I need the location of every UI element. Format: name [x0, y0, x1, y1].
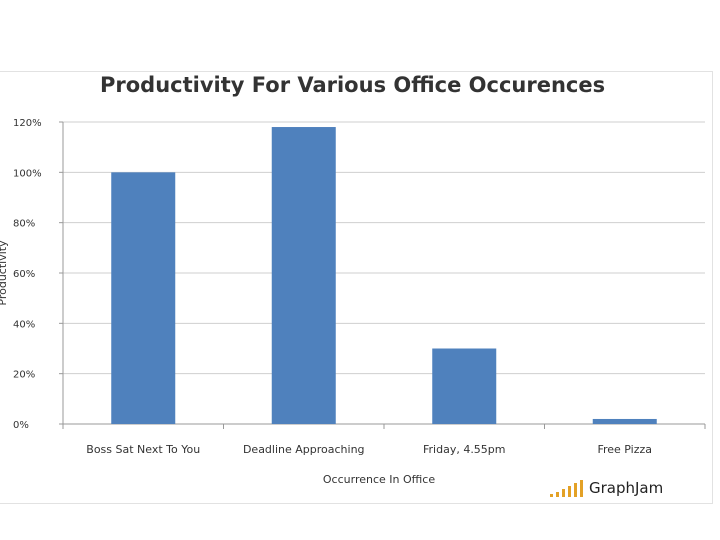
y-tick-label: 80% [13, 219, 35, 230]
x-category-label: Free Pizza [597, 443, 652, 456]
brand-text: GraphJam [589, 479, 664, 497]
bar [111, 172, 176, 424]
x-axis-title: Occurrence In Office [323, 473, 435, 486]
graphjam-brand: GraphJam [550, 475, 663, 497]
y-tick-label: 120% [13, 118, 42, 129]
bar [271, 127, 336, 425]
x-category-label: Friday, 4.55pm [423, 443, 506, 456]
y-tick-label: 40% [13, 319, 35, 330]
bar [592, 418, 657, 424]
y-tick-label: 100% [13, 168, 42, 179]
bar [432, 348, 497, 424]
y-tick-label: 0% [13, 420, 29, 431]
x-category-label: Deadline Approaching [243, 443, 365, 456]
labels: 0% 20% 40% 60% 80% 100% 120% Boss Sat Next To Y… [0, 118, 652, 486]
bars [111, 127, 657, 425]
graphjam-logo-icon [550, 479, 583, 497]
y-tick-label: 60% [13, 269, 35, 280]
chart-title: Productivity For Various Office Occurenc… [100, 73, 606, 97]
y-tick-label: 20% [13, 370, 35, 381]
y-axis-title: Productivity [0, 240, 9, 306]
x-category-label: Boss Sat Next To You [86, 443, 200, 456]
